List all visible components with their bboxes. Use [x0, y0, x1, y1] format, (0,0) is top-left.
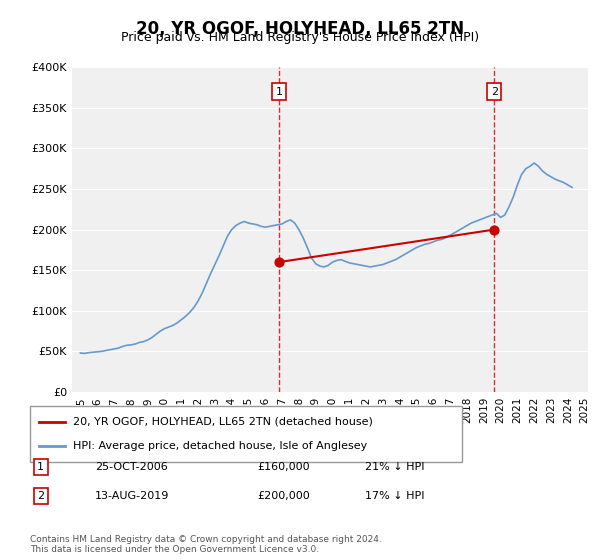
- Text: 1: 1: [275, 87, 283, 96]
- Point: [490, 225, 499, 234]
- Text: 2: 2: [491, 87, 498, 96]
- Text: 25-OCT-2006: 25-OCT-2006: [95, 462, 167, 472]
- FancyBboxPatch shape: [30, 406, 462, 462]
- Text: HPI: Average price, detached house, Isle of Anglesey: HPI: Average price, detached house, Isle…: [73, 441, 367, 451]
- Text: 17% ↓ HPI: 17% ↓ HPI: [365, 491, 424, 501]
- Text: 1: 1: [37, 462, 44, 472]
- Text: 13-AUG-2019: 13-AUG-2019: [95, 491, 169, 501]
- Point: [274, 258, 284, 267]
- Text: 21% ↓ HPI: 21% ↓ HPI: [365, 462, 424, 472]
- Text: 20, YR OGOF, HOLYHEAD, LL65 2TN: 20, YR OGOF, HOLYHEAD, LL65 2TN: [136, 20, 464, 38]
- Text: £160,000: £160,000: [257, 462, 310, 472]
- Text: Price paid vs. HM Land Registry's House Price Index (HPI): Price paid vs. HM Land Registry's House …: [121, 31, 479, 44]
- Text: Contains HM Land Registry data © Crown copyright and database right 2024.
This d: Contains HM Land Registry data © Crown c…: [30, 535, 382, 554]
- Text: 20, YR OGOF, HOLYHEAD, LL65 2TN (detached house): 20, YR OGOF, HOLYHEAD, LL65 2TN (detache…: [73, 417, 373, 427]
- Text: £200,000: £200,000: [257, 491, 310, 501]
- Text: 2: 2: [37, 491, 44, 501]
